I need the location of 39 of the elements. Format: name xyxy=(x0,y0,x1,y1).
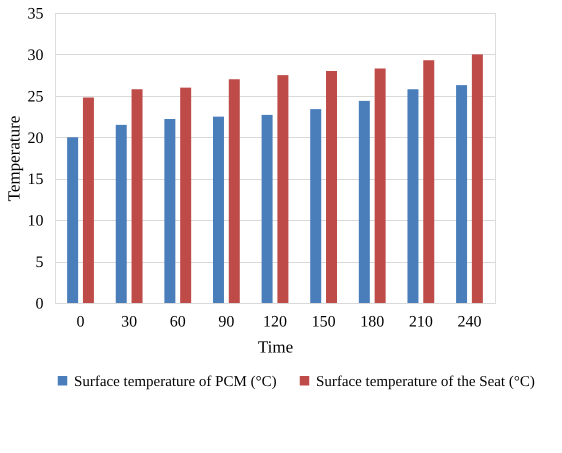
bar xyxy=(277,75,288,303)
y-tick-label: 35 xyxy=(28,6,44,22)
bar xyxy=(358,100,370,303)
bar xyxy=(456,85,468,303)
bar xyxy=(262,114,273,303)
x-axis-title: Time xyxy=(258,338,294,356)
bar xyxy=(423,60,434,303)
bar xyxy=(67,137,78,303)
bar xyxy=(326,71,338,303)
bar xyxy=(164,119,176,303)
x-tick-label: 210 xyxy=(408,314,433,330)
y-tick-label: 0 xyxy=(36,296,44,312)
y-tick-label: 15 xyxy=(28,171,44,188)
x-tick-label: 150 xyxy=(312,314,336,330)
y-tick-label: 30 xyxy=(28,46,44,64)
legend-label: Surface temperature of the Seat (°C) xyxy=(316,374,535,390)
y-axis-title: Temperature xyxy=(4,116,24,202)
bar xyxy=(310,109,322,303)
x-tick-label: 30 xyxy=(121,314,138,330)
bar xyxy=(116,124,127,303)
bar xyxy=(228,79,240,303)
x-tick-label: 240 xyxy=(457,314,482,330)
y-tick-label: 25 xyxy=(28,88,44,106)
bar xyxy=(374,68,386,303)
bar xyxy=(82,98,94,303)
bar xyxy=(180,88,192,303)
bar xyxy=(132,89,143,303)
legend-label: Surface temperature of PCM (°C) xyxy=(74,374,277,390)
x-tick-label: 90 xyxy=(218,314,234,330)
x-tick-label: 60 xyxy=(170,314,186,330)
bar xyxy=(212,116,224,303)
bar xyxy=(407,89,418,303)
x-tick-label: 180 xyxy=(360,314,384,330)
x-tick-label: 0 xyxy=(76,314,85,330)
x-tick-label: 120 xyxy=(263,314,287,330)
y-tick-label: 10 xyxy=(28,212,44,230)
y-tick-label: 5 xyxy=(36,254,44,272)
y-tick-label: 20 xyxy=(28,130,44,147)
bar xyxy=(472,54,483,303)
